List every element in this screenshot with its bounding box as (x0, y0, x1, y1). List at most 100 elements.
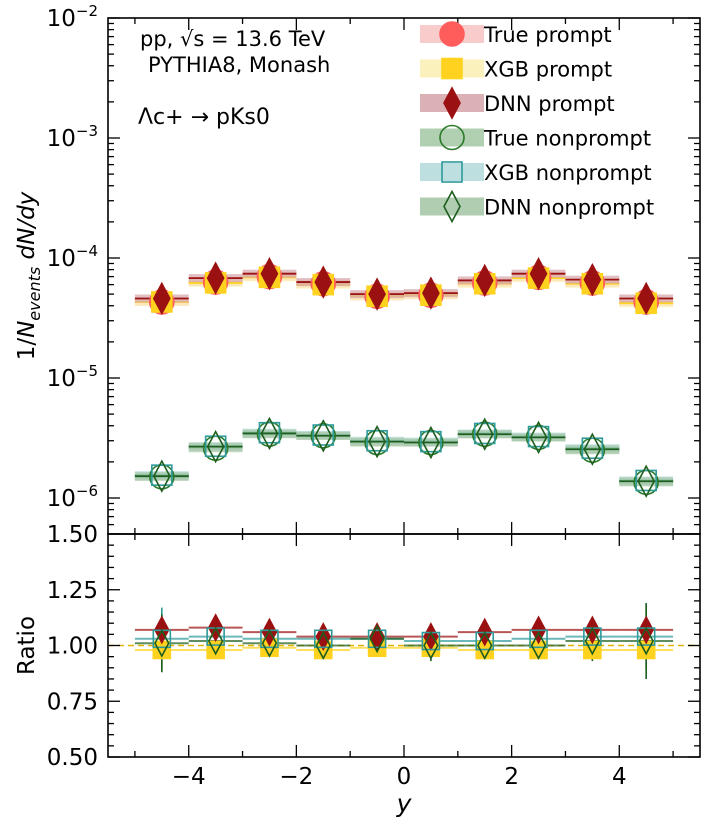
legend-marker-xgb-prompt (441, 57, 463, 80)
y-tick-label--6: 10−6 (47, 482, 98, 512)
ratio-point-dnn-nonprompt-ratio-5 (423, 631, 439, 660)
point-dnn-nonprompt-0 (152, 459, 171, 493)
point-dnn-prompt-6 (475, 263, 494, 298)
top-bands (134, 269, 674, 487)
bottom-y-axis: 0.50 0.75 1.00 1.25 1.50 (47, 522, 700, 771)
y-tick-label--5: 10−5 (47, 362, 98, 392)
x-axis: −4 −2 0 2 4 (134, 534, 674, 790)
point-dnn-nonprompt-8 (583, 432, 602, 466)
ratio-point-dnn-nonprompt-ratio-2 (261, 628, 278, 658)
point-dnn-nonprompt-5 (422, 425, 440, 460)
bottom-marks (134, 603, 674, 679)
legend-marker-dnn-nonprompt (443, 189, 461, 224)
annotation-generator: PYTHIA8, Monash (148, 53, 330, 77)
ratio-y-tick-label-0: 0.50 (47, 745, 98, 771)
y-tick-label--3: 10−3 (47, 122, 98, 152)
x-axis-label: y (396, 789, 413, 818)
point-xgb-nonprompt-9 (635, 469, 657, 492)
legend-label-xgb-nonprompt: XGB nonprompt (484, 161, 652, 185)
annotation-decay: Λc+ → pKs0 (138, 105, 270, 130)
y-label-subscript: events (25, 267, 44, 321)
legend: True prompt XGB prompt DNN prompt True nonp… (420, 21, 654, 224)
x-tick-label-2: 0 (397, 764, 412, 790)
point-dnn-nonprompt-4 (368, 424, 386, 459)
point-xgb-nonprompt-0 (151, 464, 173, 486)
y-label-n: N (14, 321, 40, 338)
ratio-point-dnn-nonprompt-ratio-1 (207, 626, 224, 656)
y-tick-exponent--6: −6 (76, 482, 98, 500)
ratio-point-dnn-nonprompt-ratio-7 (530, 631, 547, 660)
point-xgb-nonprompt-4 (366, 429, 388, 452)
ratio-point-xgb-nonprompt-ratio-7 (529, 629, 548, 649)
point-xgb-nonprompt-5 (420, 430, 442, 453)
ratio-point-dnn-nonprompt-ratio-0 (154, 628, 170, 658)
bottom-y-axis-label: Ratio (14, 616, 40, 675)
legend-label-dnn-nonprompt: DNN nonprompt (484, 196, 654, 220)
legend-marker-true-prompt (439, 21, 465, 47)
legend-label-dnn-prompt: DNN prompt (484, 92, 615, 116)
point-xgb-nonprompt-2 (258, 421, 281, 444)
legend-band-true-nonprompt (420, 128, 484, 147)
top-y-axis-label: 1/Nevents dN/dy (14, 191, 44, 360)
point-xgb-nonprompt-6 (473, 422, 496, 445)
ratio-y-tick-label-2: 1.00 (47, 634, 98, 660)
y-tick-label--2: 10−2 (47, 2, 98, 32)
x-tick-label-4: 4 (612, 764, 627, 790)
point-dnn-nonprompt-1 (206, 429, 225, 464)
point-true-nonprompt-6 (471, 421, 498, 448)
point-dnn-nonprompt-3 (314, 419, 333, 453)
ratio-y-tick-label-4: 1.50 (47, 522, 98, 548)
ratio-point-xgb-nonprompt-ratio-3 (313, 629, 333, 649)
top-x-ticks (134, 18, 674, 534)
top-marks (149, 256, 659, 498)
point-dnn-prompt-9 (637, 281, 656, 316)
legend-label-true-nonprompt: True nonprompt (483, 127, 651, 151)
ratio-y-tick-label-3: 1.25 (47, 578, 98, 604)
point-dnn-prompt-8 (583, 262, 602, 297)
y-tick-exponent--2: −2 (76, 2, 98, 20)
point-dnn-prompt-4 (368, 277, 386, 311)
point-dnn-nonprompt-2 (260, 416, 279, 451)
x-tick-label-0: −4 (172, 764, 206, 790)
point-dnn-prompt-7 (529, 256, 548, 291)
ratio-point-dnn-nonprompt-ratio-6 (477, 631, 493, 660)
ratio-point-dnn-nonprompt-ratio-8 (584, 626, 601, 656)
legend-marker-xgb-nonprompt (441, 161, 463, 183)
point-xgb-nonprompt-1 (204, 435, 227, 458)
top-panel: 10−6 10−5 10−4 10−3 10−2 pp, √s = 13.6 TeV P… (14, 2, 701, 535)
ratio-y-tick-label-1: 0.75 (47, 689, 98, 715)
y-tick-exponent--4: −4 (76, 242, 98, 260)
point-dnn-prompt-2 (260, 256, 279, 291)
ratio-point-dnn-nonprompt-ratio-3 (315, 631, 331, 660)
y-tick-exponent--3: −3 (76, 122, 98, 140)
y-tick-exponent--5: −5 (76, 362, 98, 380)
point-xgb-nonprompt-3 (312, 424, 335, 446)
legend-band-dnn-nonprompt (420, 197, 484, 216)
y-tick-label--4: 10−4 (47, 242, 98, 272)
point-xgb-nonprompt-7 (527, 425, 550, 448)
bottom-panel: 0.50 0.75 1.00 1.25 1.50 −4 −2 0 2 4 Ratio y (14, 522, 701, 818)
point-dnn-nonprompt-6 (475, 417, 494, 451)
y-label-dndy: dN/dy (14, 191, 40, 266)
legend-label-true-prompt: True prompt (483, 23, 612, 47)
point-true-nonprompt-3 (310, 422, 337, 449)
annotations: pp, √s = 13.6 TeV PYTHIA8, Monash Λc+ → … (138, 27, 330, 130)
point-true-nonprompt-7 (525, 424, 552, 451)
point-xgb-nonprompt-8 (581, 437, 604, 460)
legend-band-xgb-nonprompt (420, 163, 484, 181)
point-dnn-prompt-3 (314, 265, 333, 299)
ratio-point-dnn-nonprompt-ratio-4 (369, 624, 385, 654)
x-tick-label-3: 2 (504, 764, 519, 790)
point-dnn-nonprompt-7 (529, 420, 548, 455)
legend-marker-true-nonprompt (439, 124, 465, 151)
ratio-point-xgb-nonprompt-ratio-4 (367, 629, 387, 649)
point-dnn-nonprompt-9 (637, 464, 656, 498)
annotation-energy: pp, √s = 13.6 TeV (140, 27, 326, 51)
legend-label-xgb-prompt: XGB prompt (484, 58, 612, 82)
top-y-axis: 10−6 10−5 10−4 10−3 10−2 (47, 2, 700, 526)
point-dnn-prompt-5 (422, 276, 440, 310)
point-dnn-prompt-1 (206, 261, 225, 295)
point-true-nonprompt-5 (418, 429, 444, 456)
legend-marker-dnn-prompt (443, 86, 461, 120)
